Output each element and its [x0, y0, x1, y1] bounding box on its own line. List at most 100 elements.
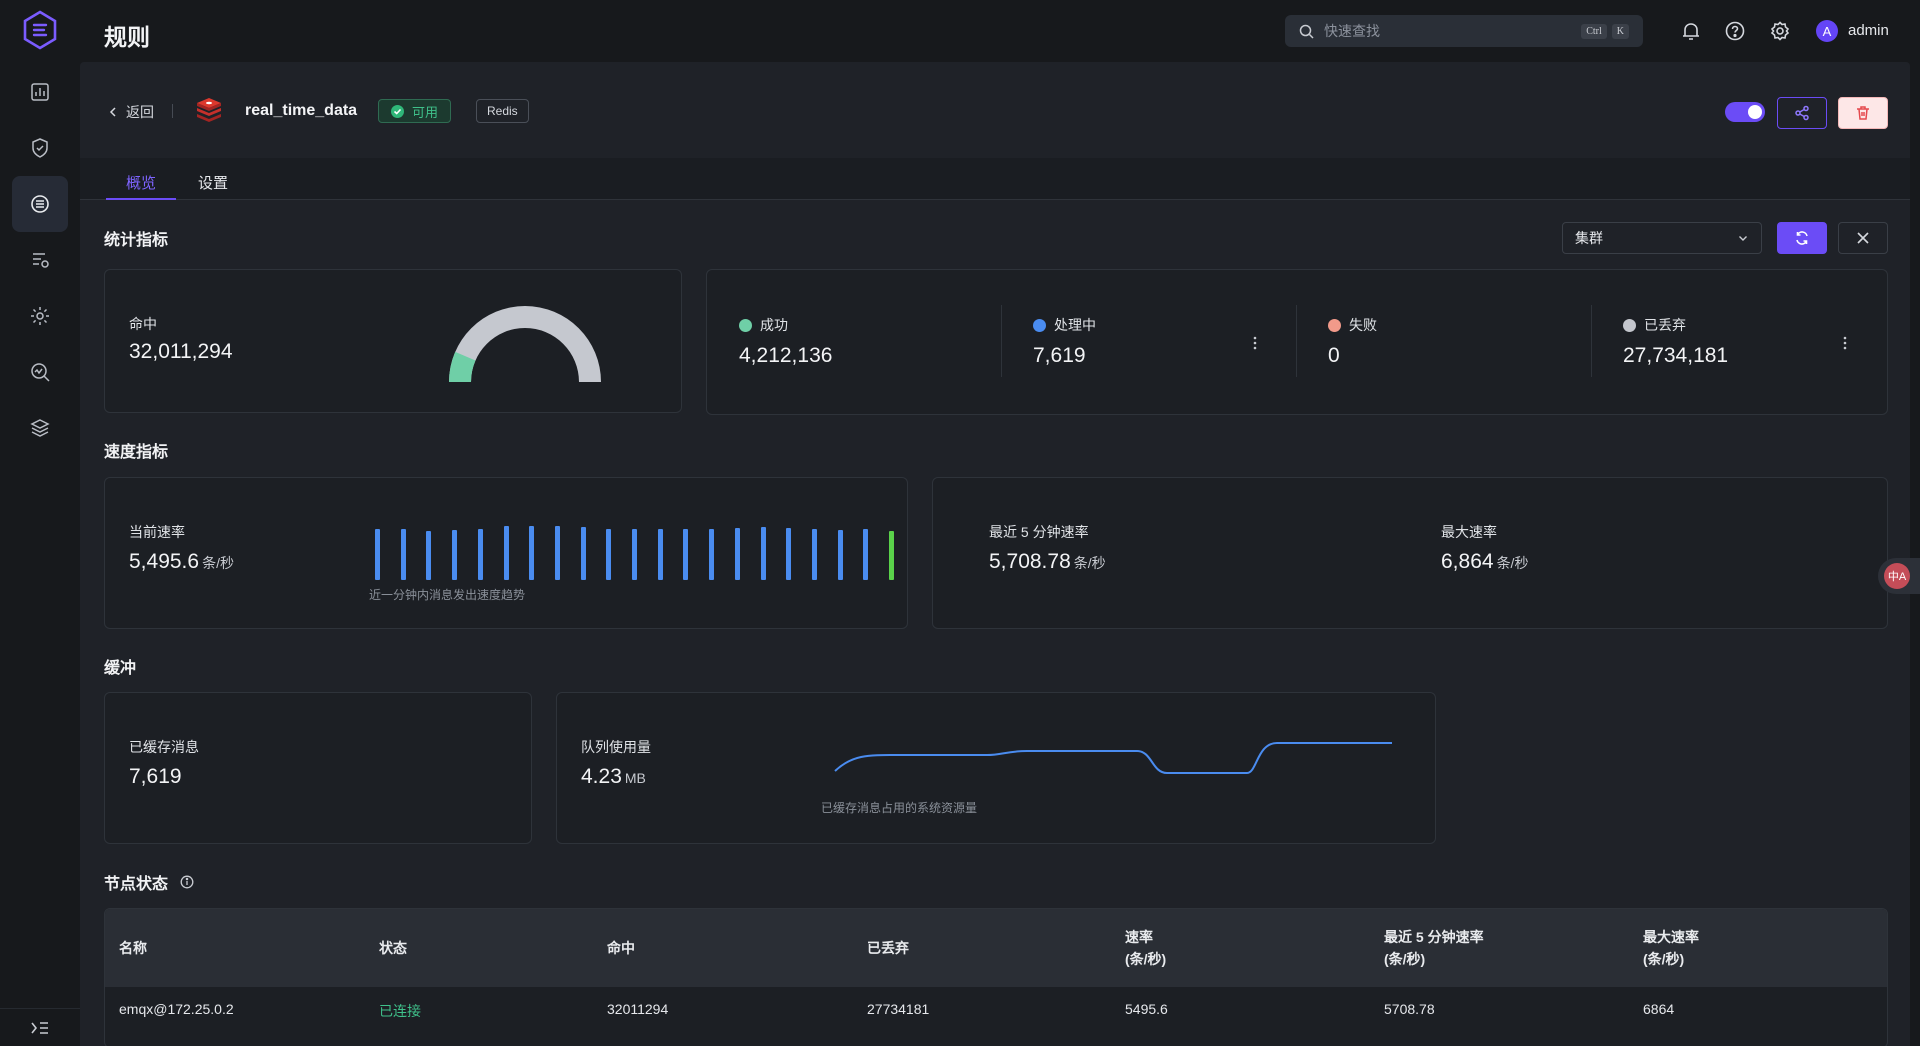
cluster-select[interactable]: 集群 [1562, 222, 1762, 254]
cell-max-rate: 6864 [1643, 1001, 1675, 1017]
chevron-left-icon [109, 107, 116, 117]
stat-failed: 失败 0 [1328, 270, 1623, 415]
tab-settings[interactable]: 设置 [198, 175, 229, 192]
nav-integration[interactable] [12, 176, 68, 232]
stat-dropped-value: 27,734,181 [1623, 344, 1729, 367]
col-max-rate: 最大速率 (条/秒) [1643, 929, 1699, 967]
nav-access-control[interactable] [12, 120, 68, 176]
rate-trend-bar [400, 528, 406, 580]
stat-dropped-text: 已丢弃 [1644, 317, 1686, 333]
matched-card: 命中 32,011,294 [104, 269, 682, 413]
translate-widget[interactable]: 中A [1878, 558, 1920, 594]
tab-bar: 概览 设置 [80, 158, 1910, 200]
more-vertical-icon[interactable] [1843, 336, 1847, 350]
cached-value: 7,619 [129, 765, 182, 788]
failed-dot [1328, 318, 1341, 332]
top-header: 规则 快速查找 Ctrl K A admin [80, 0, 1920, 62]
cell-dropped: 27734181 [867, 1001, 930, 1017]
bell-icon[interactable] [1680, 20, 1702, 42]
shortcut-ctrl: Ctrl [1581, 23, 1607, 39]
divider [172, 104, 173, 118]
rate-trend-bar [554, 526, 560, 580]
queue-unit: MB [624, 770, 646, 786]
chevron-down-icon [1739, 236, 1747, 241]
rate-trend-bar [632, 528, 637, 580]
nav-dashboard[interactable] [12, 64, 68, 120]
last5-rate-number: 5,708.78 [989, 550, 1071, 573]
settings-gear-icon[interactable] [1769, 20, 1791, 42]
help-icon[interactable] [1724, 20, 1746, 42]
rate-trend-caption: 近一分钟内消息发出速度趋势 [369, 588, 526, 602]
dashboard-icon [31, 83, 49, 101]
rate-trend-bar [709, 528, 715, 580]
current-rate-unit: 条/秒 [202, 555, 234, 571]
stat-success-text: 成功 [760, 317, 788, 333]
current-rate-label: 当前速率 [129, 524, 185, 540]
collapse-sidebar-button[interactable] [0, 1008, 80, 1046]
divider [1001, 305, 1002, 377]
cached-label: 已缓存消息 [129, 739, 199, 755]
stat-dropped-label: 已丢弃 [1623, 315, 1686, 335]
dropped-dot [1623, 318, 1636, 332]
integration-icon [31, 195, 49, 213]
quick-search-input[interactable]: 快速查找 Ctrl K [1285, 15, 1643, 47]
rate-trend-bar [734, 527, 740, 580]
queue-usage-card: 队列使用量 4.23 MB 已缓存消息占用的系统资源量 [556, 692, 1436, 844]
gauge-track [449, 306, 601, 382]
share-icon [1795, 105, 1809, 121]
result-stats-card: 成功 4,212,136 处理中 7,619 失败 0 已丢弃 27,734,1… [706, 269, 1888, 415]
gauge-success-arc [449, 351, 476, 382]
rate-trend-bar [580, 527, 586, 580]
matched-value: 32,011,294 [129, 340, 233, 363]
share-button[interactable] [1777, 97, 1827, 129]
emqx-logo-icon[interactable] [22, 10, 58, 50]
refresh-icon [1796, 231, 1808, 245]
refresh-button[interactable] [1777, 222, 1827, 254]
back-button[interactable]: 返回 [106, 102, 154, 122]
rate-trend-bar [760, 527, 766, 580]
max-rate-number: 6,864 [1441, 550, 1494, 573]
rate-trend-bar [837, 529, 843, 580]
info-icon[interactable] [180, 875, 194, 889]
cluster-select-value: 集群 [1575, 230, 1603, 246]
check-circle-icon [391, 104, 404, 118]
enable-toggle[interactable] [1725, 102, 1765, 122]
rate-trend-bar [606, 528, 612, 580]
last5-rate-value: 5,708.78 条/秒 [989, 550, 1106, 574]
more-vertical-icon[interactable] [1253, 336, 1257, 350]
monitor-search-icon [31, 363, 50, 382]
back-label: 返回 [126, 104, 154, 120]
col-rate: 速率 (条/秒) [1125, 929, 1167, 967]
rate-trend-bar [811, 528, 817, 580]
nav-diagnose[interactable] [12, 344, 68, 400]
col-matched: 命中 [607, 940, 635, 956]
user-avatar[interactable]: A [1816, 20, 1838, 42]
rate-trend-bar [452, 530, 458, 580]
stat-failed-label: 失败 [1328, 315, 1377, 335]
last5-rate-unit: 条/秒 [1073, 555, 1106, 571]
cell-last5-rate: 5708.78 [1384, 1001, 1435, 1017]
nav-system[interactable] [12, 288, 68, 344]
translate-icon: 中A [1884, 563, 1910, 589]
col-name: 名称 [119, 940, 147, 956]
nav-management[interactable] [12, 232, 68, 288]
rate-trend-chart [375, 526, 894, 580]
nodes-title-text: 节点状态 [104, 876, 169, 893]
tab-overview[interactable]: 概览 [105, 172, 177, 200]
matched-gauge [449, 306, 601, 382]
stat-processing-value: 7,619 [1033, 344, 1086, 367]
page-title: 规则 [104, 24, 150, 50]
redis-logo-icon [197, 98, 221, 122]
reset-button[interactable] [1838, 222, 1888, 254]
last5-rate-label: 最近 5 分钟速率 [989, 524, 1089, 540]
nav-extensions[interactable] [12, 400, 68, 456]
processing-dot [1033, 318, 1046, 332]
cached-messages-card: 已缓存消息 7,619 [104, 692, 532, 844]
cell-rate: 5495.6 [1125, 1001, 1168, 1017]
username[interactable]: admin [1848, 22, 1889, 39]
nodes-table: 名称 状态 命中 已丢弃 速率 (条/秒) 最近 5 分钟速率 (条/秒) 最大… [104, 908, 1888, 1046]
current-rate-value: 5,495.6 条/秒 [129, 550, 234, 574]
divider [1591, 305, 1592, 377]
delete-button[interactable] [1838, 97, 1888, 129]
